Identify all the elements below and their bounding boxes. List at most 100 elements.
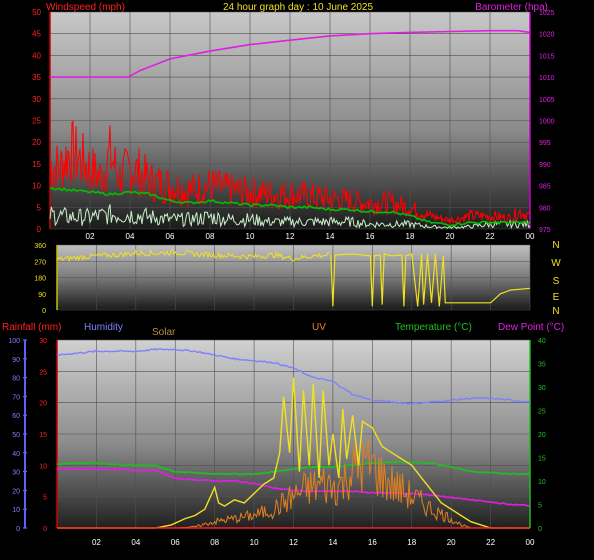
temperature-tick-label: 15	[538, 456, 546, 463]
direction-series	[56, 249, 531, 307]
time-tick-label: 12	[289, 538, 298, 547]
barometer-tick-label: 1020	[539, 32, 555, 39]
time-tick-label: 20	[446, 232, 455, 241]
barometer-tick-label: 985	[539, 184, 551, 191]
temperature-tick-label: 35	[538, 362, 546, 369]
direction-tick-label: 0	[42, 308, 46, 315]
compass-label-n: N	[552, 306, 559, 317]
time-tick-label: 18	[406, 232, 415, 241]
rainfall-tick-label: 25	[39, 369, 47, 376]
barometer-tick-label: 1005	[539, 97, 555, 104]
rainfall-tick-label: 5	[43, 495, 47, 502]
temperature-tick-label: 5	[538, 503, 542, 510]
wind-axis-title: Windspeed (mph)	[46, 2, 125, 13]
time-tick-label: 22	[486, 538, 495, 547]
humidity-tick-label: 90	[12, 357, 20, 364]
time-tick-label: 08	[206, 232, 215, 241]
time-tick-label: 20	[447, 538, 456, 547]
humidity-tick-label: 30	[12, 470, 20, 477]
temperature-line	[56, 460, 531, 476]
temperature-axis-title: Temperature (°C)	[395, 322, 472, 333]
temperature-tick-label: 30	[538, 385, 546, 392]
direction-tick-label: 180	[34, 276, 46, 283]
compass-label-n: N	[552, 240, 559, 251]
humidity-tick-label: 80	[12, 376, 20, 383]
time-tick-label: 14	[326, 232, 335, 241]
barometer-tick-label: 1015	[539, 53, 555, 60]
wind-axis-ticks: 5045403530252015105010251020101510101005…	[32, 8, 555, 241]
rainfall-tick-label: 15	[39, 432, 47, 439]
wind-tick-label: 45	[32, 30, 41, 39]
wind-tick-label: 35	[32, 73, 41, 82]
time-tick-label: 04	[126, 232, 135, 241]
time-tick-label: 18	[407, 538, 416, 547]
uv-axis-title: UV	[312, 322, 326, 333]
wind-tick-label: 40	[32, 51, 41, 60]
time-tick-label: 02	[92, 538, 101, 547]
wind-average-line	[49, 187, 531, 227]
rainfall-tick-label: 10	[39, 463, 47, 470]
time-tick-label: 12	[286, 232, 295, 241]
humidity-tick-label: 100	[8, 338, 20, 345]
humidity-line	[56, 347, 531, 406]
dewpoint-line	[56, 467, 531, 507]
time-tick-label: 22	[486, 232, 495, 241]
compass-label-w: W	[551, 258, 561, 269]
rainfall-tick-label: 20	[39, 401, 47, 408]
uv-line	[57, 377, 530, 529]
wind-tick-label: 0	[37, 225, 42, 234]
direction-tick-label: 270	[34, 259, 46, 266]
time-tick-label: 00	[526, 232, 535, 241]
barometer-tick-label: 995	[539, 140, 551, 147]
barometer-axis-title: Barometer (hpa)	[475, 2, 548, 13]
wind-tick-label: 25	[32, 117, 41, 126]
wind-tick-label: 50	[32, 8, 41, 17]
time-tick-label: 16	[366, 232, 375, 241]
humidity-axis-title: Humidity	[84, 322, 123, 333]
humidity-tick-label: 10	[12, 507, 20, 514]
barometer-line	[50, 29, 531, 78]
humidity-tick-label: 60	[12, 413, 20, 420]
humidity-tick-label: 0	[16, 526, 20, 533]
time-tick-label: 10	[250, 538, 259, 547]
dewpoint-axis-title: Dew Point (°C)	[498, 322, 564, 333]
time-tick-label: 16	[368, 538, 377, 547]
barometer-tick-label: 980	[539, 205, 551, 212]
barometer-tick-label: 975	[539, 227, 551, 234]
direction-line-afternoon	[330, 253, 531, 307]
weather-axis-ticks: 3025201510501009080706050403020100403530…	[8, 338, 546, 547]
rainfall-tick-label: 0	[43, 526, 47, 533]
temperature-tick-label: 10	[538, 479, 546, 486]
barometer-tick-label: 1025	[539, 10, 555, 17]
rainfall-tick-label: 30	[39, 338, 47, 345]
humidity-tick-label: 70	[12, 394, 20, 401]
direction-tick-label: 360	[34, 243, 46, 250]
graph-title: 24 hour graph day : 10 June 2025	[223, 2, 374, 13]
time-tick-label: 06	[171, 538, 180, 547]
compass-label-s: S	[553, 276, 560, 287]
wind-series	[49, 29, 531, 230]
wind-tick-label: 5	[37, 203, 42, 212]
time-tick-label: 02	[86, 232, 95, 241]
humidity-tick-label: 20	[12, 488, 20, 495]
time-tick-label: 14	[328, 538, 337, 547]
solar-axis-title: Solar	[152, 327, 176, 338]
compass-label-e: E	[553, 292, 560, 303]
barometer-tick-label: 1000	[539, 119, 555, 126]
time-tick-label: 00	[526, 538, 535, 547]
weather-series	[56, 347, 531, 529]
direction-tick-label: 90	[38, 292, 46, 299]
barometer-tick-label: 990	[539, 162, 551, 169]
time-tick-label: 06	[166, 232, 175, 241]
rainfall-axis-title: Rainfall (mm)	[2, 322, 61, 333]
wind-tick-label: 30	[32, 95, 41, 104]
temperature-tick-label: 25	[538, 409, 546, 416]
humidity-tick-label: 40	[12, 451, 20, 458]
humidity-tick-label: 50	[12, 432, 20, 439]
time-tick-label: 04	[131, 538, 140, 547]
wind-lull-line	[49, 204, 531, 230]
time-tick-label: 08	[210, 538, 219, 547]
